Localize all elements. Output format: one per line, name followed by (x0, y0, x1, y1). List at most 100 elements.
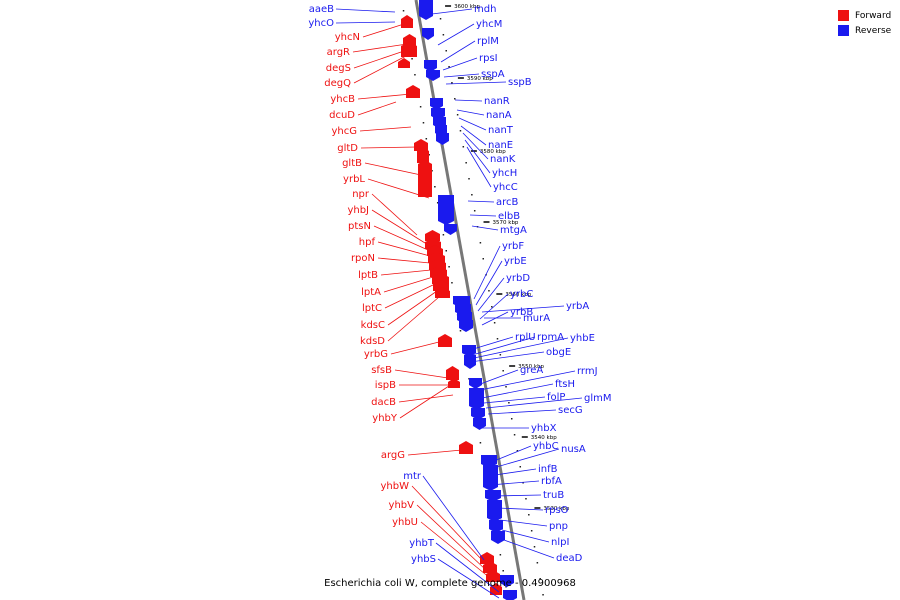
forward-gene-label: lptB (358, 270, 378, 281)
reverse-gene-leader (477, 277, 505, 312)
reverse-gene-block (424, 60, 437, 68)
forward-gene-leader (383, 276, 434, 293)
forward-gene-block (425, 234, 440, 241)
forward-gene-arrowhead (459, 441, 473, 445)
forward-gene-block (403, 38, 416, 46)
strand-legend: Forward Reverse (838, 8, 891, 38)
reverse-gene-label: folP (547, 392, 565, 403)
axis-tick-dot (465, 162, 467, 164)
axis-tick-dot (471, 194, 473, 196)
scale-label: 3590 kbp (467, 76, 493, 82)
reverse-gene-arrowhead (483, 487, 498, 491)
axis-tick-dot (502, 570, 504, 572)
forward-gene-arrowhead (429, 259, 446, 263)
reverse-gene-label: sspB (508, 77, 532, 88)
axis-tick-dot (439, 18, 442, 20)
forward-gene-block (401, 19, 413, 28)
reverse-gene-leader (487, 409, 557, 415)
forward-gene-arrowhead (403, 34, 416, 38)
forward-gene-label: gltB (342, 158, 362, 169)
reverse-gene-leader (435, 542, 500, 593)
forward-gene-label: ispB (375, 380, 396, 391)
forward-gene-label: hpf (359, 237, 376, 248)
axis-tick-dot (451, 82, 453, 84)
reverse-gene-arrowhead (459, 328, 473, 332)
reverse-gene-arrowhead (500, 583, 514, 587)
reverse-gene-leader (474, 369, 519, 387)
reverse-gene-label: elbB (498, 211, 520, 222)
reverse-gene-leader (440, 40, 476, 63)
forward-gene-label: dcuD (329, 110, 355, 121)
scale-label: 3540 kbp (531, 435, 557, 441)
axis-tick-dot (425, 138, 428, 140)
axis-tick-dot (519, 466, 522, 468)
forward-gene-block (433, 284, 449, 291)
forward-gene-leader (352, 43, 408, 53)
forward-gene-leader (384, 283, 436, 309)
reverse-gene-arrowhead (464, 365, 476, 369)
axis-tick-dot (533, 546, 536, 548)
forward-gene-arrowhead (446, 366, 459, 370)
reverse-gene-label: arcB (496, 197, 519, 208)
forward-gene-arrowhead (418, 160, 432, 164)
forward-gene-label: argR (327, 47, 350, 58)
reverse-gene-label: nanT (488, 125, 514, 136)
forward-gene-leader (394, 369, 449, 379)
reverse-gene-label: yrbC (510, 289, 533, 300)
reverse-gene-leader (335, 8, 396, 13)
forward-gene-leader (357, 93, 412, 100)
reverse-gene-block (462, 345, 476, 353)
reverse-gene-leader (458, 117, 487, 131)
reverse-gene-block (455, 304, 471, 312)
forward-gene-arrowhead (480, 552, 494, 556)
reverse-gene-leader (460, 125, 487, 146)
reverse-gene-leader (422, 475, 485, 561)
forward-gene-block (480, 556, 494, 564)
reverse-gene-block (464, 355, 476, 365)
reverse-gene-leader (485, 397, 583, 409)
forward-gene-leader (353, 49, 408, 69)
forward-gene-arrowhead (435, 287, 450, 291)
axis-tick-dot (499, 354, 502, 356)
reverse-gene-label: secG (558, 405, 583, 416)
axis-tick-dot (539, 578, 541, 580)
reverse-gene-block (431, 108, 445, 116)
scale-label: 3580 kbp (480, 149, 506, 155)
forward-gene-label: lptC (362, 303, 382, 314)
forward-gene-label: kdsC (361, 320, 385, 331)
forward-gene-label: gltD (337, 143, 358, 154)
reverse-gene-leader (473, 337, 569, 359)
axis-tick-dot (505, 386, 507, 388)
axis-tick-dot (488, 290, 490, 292)
axis-tick-dot (530, 530, 533, 532)
forward-gene-arrowhead (398, 58, 410, 62)
forward-gene-arrowhead (433, 280, 449, 284)
forward-gene-label: kdsD (360, 336, 385, 347)
reverse-gene-leader (462, 132, 489, 160)
forward-swatch (838, 10, 849, 21)
reverse-gene-label: aaeB (309, 4, 334, 15)
axis-tick-dot (442, 234, 445, 236)
reverse-gene-arrowhead (473, 426, 486, 430)
forward-gene-arrowhead (425, 238, 441, 242)
reverse-gene-label: rpsO (545, 505, 569, 516)
reverse-gene-label: nanK (490, 154, 516, 165)
forward-gene-leader (399, 383, 453, 419)
forward-gene-leader (398, 394, 454, 403)
forward-gene-arrowhead (401, 15, 413, 19)
reverse-gene-leader (493, 494, 542, 497)
reverse-gene-label: mtgA (500, 225, 527, 236)
reverse-gene-block (457, 312, 472, 320)
axis-tick-dot (505, 586, 507, 588)
scale-label: 3570 kbp (493, 220, 519, 226)
forward-gene-label: yrbG (364, 349, 388, 360)
reverse-gene-leader (481, 311, 509, 326)
forward-gene-block (435, 291, 450, 298)
forward-gene-block (448, 382, 460, 388)
reverse-gene-arrowhead (444, 231, 457, 235)
reverse-gene-label: yrbE (504, 256, 527, 267)
reverse-gene-label: mdh (474, 4, 496, 15)
forward-gene-block (406, 89, 420, 98)
axis-tick-dot (491, 306, 493, 308)
axis-tick-dot (434, 186, 436, 188)
